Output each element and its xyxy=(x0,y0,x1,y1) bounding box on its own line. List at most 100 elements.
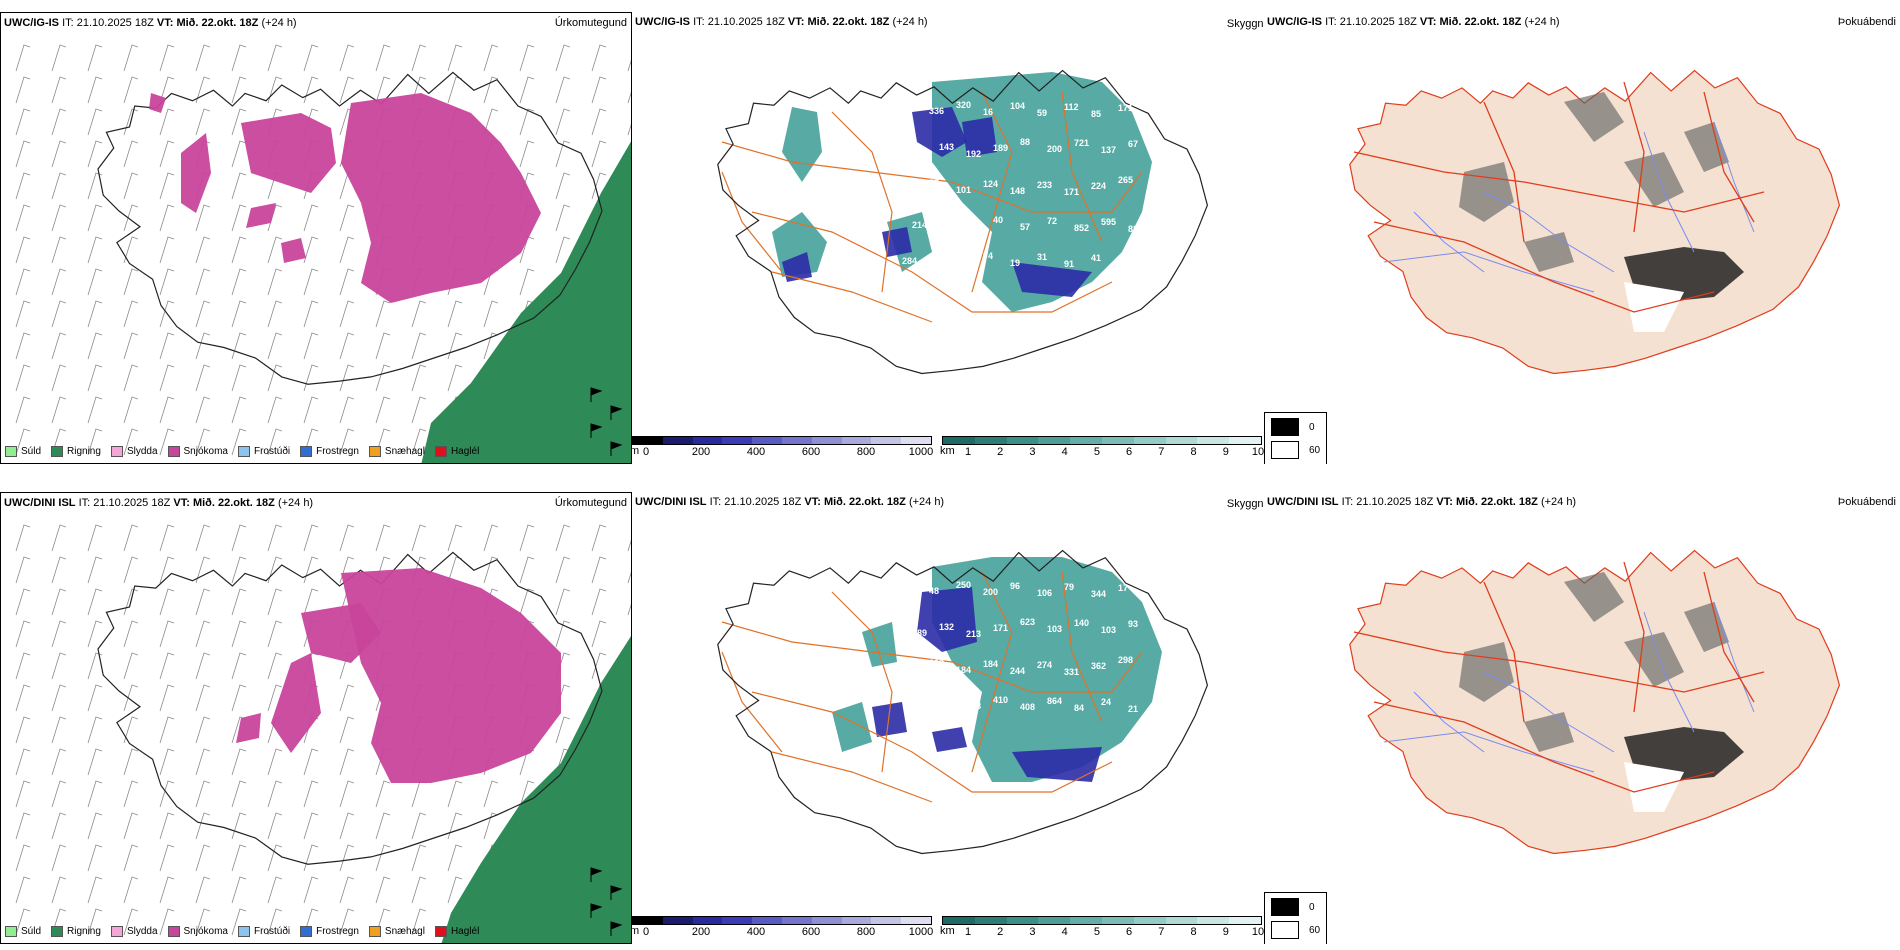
colorbar-ticks: 0 200 400 600 800 1000 xyxy=(632,446,934,458)
legend-swatch xyxy=(300,926,313,937)
cloudbase-value-label: 16 xyxy=(983,107,993,117)
legend-label: Slydda xyxy=(126,926,158,937)
fog-legend: 0 60 xyxy=(1264,412,1328,464)
snow-area xyxy=(241,113,336,193)
colorbar-unit: km xyxy=(940,925,955,937)
colorbar-tick: 400 xyxy=(746,446,766,458)
cloudbase-value-label: 171 xyxy=(912,148,927,158)
cloudbase-area xyxy=(962,117,997,157)
fog-dark-label: 0 xyxy=(1309,421,1315,433)
cloudbase-value-label: 88 xyxy=(1020,137,1030,147)
fog-map-dini xyxy=(1349,549,1841,855)
precip-legend-item: Frostúði xyxy=(237,926,290,937)
legend-label: Rigning xyxy=(67,446,101,457)
panel-header: UWC/DINI ISL IT: 21.10.2025 18Z VT: Mið.… xyxy=(635,496,945,508)
cloudbase-value-label: 189 xyxy=(993,143,1008,153)
fog-area xyxy=(1524,232,1574,272)
snow-area xyxy=(246,203,276,228)
legend-swatch xyxy=(237,926,250,937)
legend-swatch xyxy=(51,926,64,937)
colorbar-strip xyxy=(942,436,1262,445)
cloudbase-value-label: 331 xyxy=(1064,667,1079,677)
cloudbase-value-label: 864 xyxy=(1047,696,1062,706)
cloudbase-value-label: 93 xyxy=(1128,619,1138,629)
cloudbase-value-label: 184 xyxy=(983,659,998,669)
legend-swatch xyxy=(237,446,250,457)
colorbar-tick: 0 xyxy=(642,446,650,458)
panel-title: Úrkomutegund xyxy=(554,497,627,509)
fog-area xyxy=(1564,572,1624,622)
cloudbase-value-label: 344 xyxy=(1091,589,1106,599)
cloudbase-value-label: 112 xyxy=(1064,102,1079,112)
fog-light-label: 60 xyxy=(1309,924,1321,936)
cloudbase-value-label: 320 xyxy=(956,100,971,110)
legend-label: Slydda xyxy=(126,446,158,457)
colorbar-tick: 8 xyxy=(1190,446,1197,458)
cloudbase-value-label: 213 xyxy=(966,629,981,639)
visibility-area xyxy=(862,622,897,667)
colorbar-tick: 1 xyxy=(964,446,972,458)
cloudbase-value-label: 889 xyxy=(1128,224,1143,234)
colorbar-tick: 10 xyxy=(1251,926,1264,938)
cloudbase-value-label: 19 xyxy=(1010,258,1020,268)
panel-header: UWC/DINI ISL IT: 21.10.2025 18Z VT: Mið.… xyxy=(4,497,314,509)
colorbar-tick: 200 xyxy=(691,926,711,938)
colorbar-tick: 6 xyxy=(1126,926,1133,938)
precip-map-dini xyxy=(15,524,631,943)
cloudbase-value-label: 233 xyxy=(1037,180,1052,190)
cloudbase-value-label: 298 xyxy=(1118,655,1133,665)
cloudbase-value-label: 184 xyxy=(956,665,971,675)
colorbar-tick: 1000 xyxy=(908,446,934,458)
colorbar-tick: 1 xyxy=(964,926,972,938)
legend-swatch xyxy=(110,926,123,937)
precip-legend-item: Haglél xyxy=(434,926,479,937)
colorbar-tick: 5 xyxy=(1093,446,1100,458)
fog-area xyxy=(1624,632,1684,687)
cloudbase-value-label: 57 xyxy=(1020,222,1030,232)
legend-label: Frostúði xyxy=(253,446,291,457)
cloudbase-area xyxy=(872,702,907,737)
panel-title: Þokuábendi xyxy=(1837,16,1896,28)
visibility-area xyxy=(932,557,1162,782)
cloudbase-vis-panel-dini: 124 48 250 200 96 106 79 344 17 189 132 213 171 623 10… xyxy=(632,492,1264,944)
precip-legend-item: Snæhagl xyxy=(368,926,425,937)
cloudbase-value-label: 96 xyxy=(1010,581,1020,591)
legend-label: Haglél xyxy=(450,446,480,457)
precip-legend-item: Slydda xyxy=(110,446,158,457)
cloudbase-colorbar: m 0 200 400 600 800 1000 xyxy=(632,436,934,458)
cloudbase-value-label: 968 xyxy=(966,701,981,711)
colorbar-ticks: 0 200 400 600 800 1000 xyxy=(632,926,933,938)
cloudbase-value-label: 670 xyxy=(929,263,944,273)
colorbar-tick: 10 xyxy=(1251,446,1264,458)
legend-swatch xyxy=(51,446,64,457)
colorbar-ticks: 1 2 3 4 5 6 7 8 9 10 xyxy=(942,446,1264,458)
cloudbase-value-label: 21 xyxy=(1128,704,1138,714)
cloudbase-value-label: 85 xyxy=(1091,109,1101,119)
cloudbase-value-label: 171 xyxy=(993,623,1008,633)
cloudbase-value-label: 91 xyxy=(1064,259,1074,269)
precip-legend-item: Slydda xyxy=(110,926,158,937)
cloudbase-value-label: 136 xyxy=(902,664,917,674)
cloudbase-value-label: 148 xyxy=(1010,186,1025,196)
fog-light-label: 60 xyxy=(1309,444,1321,456)
precip-map-ig xyxy=(15,44,631,463)
colorbar-tick: 4 xyxy=(1061,926,1068,938)
cloudbase-value-label: 72 xyxy=(1047,216,1057,226)
colorbar-tick: 9 xyxy=(1222,926,1229,938)
cloudbase-area xyxy=(1012,747,1102,782)
colorbar-tick: 600 xyxy=(801,926,821,938)
colorbar-strip xyxy=(632,916,932,925)
snow-area xyxy=(149,93,166,113)
legend-label: Rigning xyxy=(67,926,101,937)
panel-header: UWC/DINI ISL IT: 21.10.2025 18Z VT: Mið.… xyxy=(1267,496,1577,508)
snow-area xyxy=(281,238,306,263)
cloudbase-value-label: 16 xyxy=(1118,260,1128,270)
cloudbase-value-label: 103 xyxy=(1101,625,1116,635)
cloudbase-value-label: 284 xyxy=(902,256,917,266)
precip-type-panel-dini: UWC/DINI ISL IT: 21.10.2025 18Z VT: Mið.… xyxy=(0,492,632,944)
colorbar-tick: 6 xyxy=(1126,446,1133,458)
cloudbase-value-label: 200 xyxy=(983,587,998,597)
snow-area xyxy=(236,713,261,743)
panel-title: Skyggni xyxy=(1226,498,1264,510)
colorbar-ticks: 1 2 3 4 5 6 7 8 9 10 xyxy=(942,926,1264,938)
